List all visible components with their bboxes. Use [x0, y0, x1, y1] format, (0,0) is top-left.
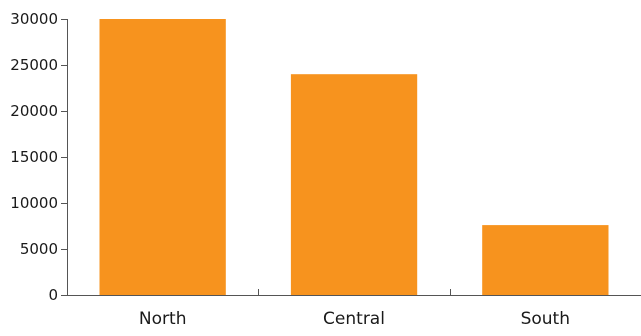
y-tick-label: 20000: [10, 102, 58, 120]
y-tick-label: 10000: [10, 194, 58, 212]
x-tick-label: North: [139, 309, 187, 329]
bars: [99, 19, 609, 295]
y-tick-label: 5000: [20, 240, 58, 258]
bar-north: [99, 19, 226, 295]
bar-central: [290, 74, 418, 295]
y-tick-label: 30000: [10, 10, 58, 28]
y-ticks: 0 5000 10000 15000 20000 25000 30000: [10, 10, 67, 304]
x-tick-label: South: [521, 309, 570, 329]
y-tick-label: 0: [48, 286, 58, 304]
bar-south: [482, 225, 609, 295]
y-tick-label: 15000: [10, 148, 58, 166]
x-tick-label: Central: [323, 309, 385, 329]
x-ticks: North Central South: [139, 289, 570, 329]
y-tick-label: 25000: [10, 56, 58, 74]
